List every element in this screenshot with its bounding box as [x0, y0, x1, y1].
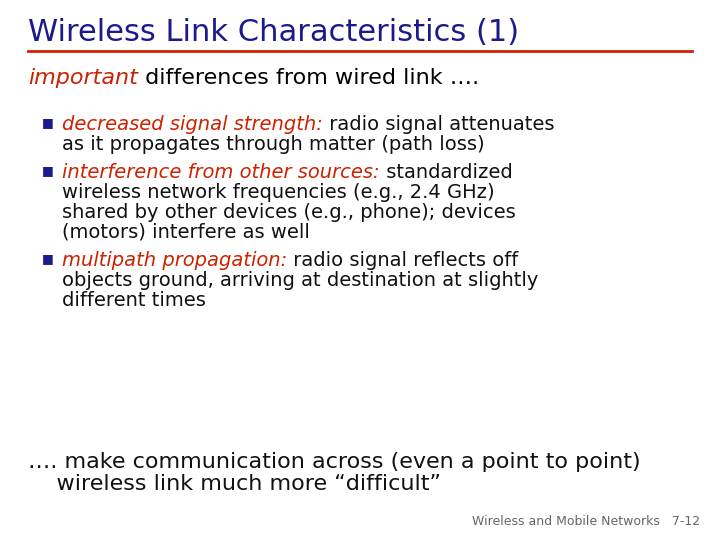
Text: ■: ■ [42, 164, 54, 177]
Text: standardized: standardized [379, 163, 513, 182]
Text: wireless link much more “difficult”: wireless link much more “difficult” [28, 474, 441, 494]
Text: decreased signal strength:: decreased signal strength: [62, 115, 323, 134]
Text: different times: different times [62, 291, 206, 310]
Text: as it propagates through matter (path loss): as it propagates through matter (path lo… [62, 135, 485, 154]
Text: interference from other sources:: interference from other sources: [62, 163, 379, 182]
Text: objects ground, arriving at destination at slightly: objects ground, arriving at destination … [62, 271, 539, 290]
Text: …. make communication across (even a point to point): …. make communication across (even a poi… [28, 452, 641, 472]
Text: Wireless Link Characteristics (1): Wireless Link Characteristics (1) [28, 18, 519, 47]
Text: radio signal reflects off: radio signal reflects off [287, 251, 518, 270]
Text: ■: ■ [42, 116, 54, 129]
Text: ■: ■ [42, 252, 54, 265]
Text: (motors) interfere as well: (motors) interfere as well [62, 223, 310, 242]
Text: differences from wired link ….: differences from wired link …. [138, 68, 479, 88]
Text: important: important [28, 68, 138, 88]
Text: radio signal attenuates: radio signal attenuates [323, 115, 554, 134]
Text: Wireless and Mobile Networks   7-12: Wireless and Mobile Networks 7-12 [472, 515, 700, 528]
Text: shared by other devices (e.g., phone); devices: shared by other devices (e.g., phone); d… [62, 203, 516, 222]
Text: wireless network frequencies (e.g., 2.4 GHz): wireless network frequencies (e.g., 2.4 … [62, 183, 495, 202]
Text: multipath propagation:: multipath propagation: [62, 251, 287, 270]
